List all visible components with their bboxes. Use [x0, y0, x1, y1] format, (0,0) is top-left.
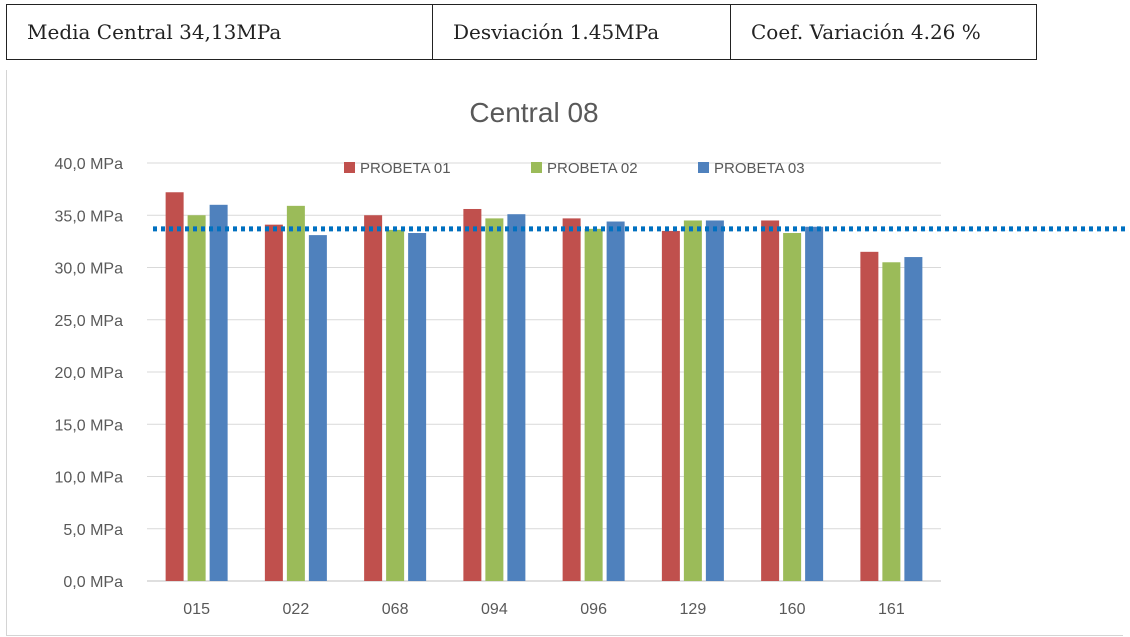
y-tick-label: 35,0 MPa — [55, 208, 124, 225]
bar — [860, 251, 879, 581]
y-tick-label: 5,0 MPa — [63, 522, 123, 539]
bar — [308, 235, 327, 582]
bar — [761, 220, 780, 581]
x-tick-label: 129 — [680, 601, 707, 618]
bar — [683, 220, 702, 581]
bar — [805, 226, 824, 581]
bar — [463, 208, 482, 582]
bar — [264, 224, 283, 581]
mean-cell: Media Central 34,13MPa — [6, 4, 433, 60]
y-tick-label: 40,0 MPa — [55, 156, 124, 173]
bar — [386, 229, 405, 581]
stats-row: Media Central 34,13MPa Desviación 1.45MP… — [6, 4, 1037, 60]
bar — [562, 218, 581, 581]
legend-label: PROBETA 03 — [714, 160, 805, 177]
bar — [783, 233, 802, 581]
y-tick-label: 10,0 MPa — [55, 470, 124, 487]
y-tick-label: 25,0 MPa — [55, 313, 124, 330]
x-tick-label: 161 — [878, 601, 905, 618]
y-tick-label: 0,0 MPa — [63, 574, 123, 591]
bar — [584, 228, 603, 581]
bar — [904, 257, 923, 581]
bar-chart: Central 08 0,0 MPa 5,0 MPa 10,0 MPa 15,0 MPa… — [55, 97, 1127, 618]
cv-cell: Coef. Variación 4.26 % — [730, 4, 1037, 60]
bar — [507, 214, 526, 581]
bar — [882, 262, 901, 581]
bar — [661, 230, 680, 582]
y-tick-label: 30,0 MPa — [55, 261, 124, 278]
y-tick-label: 20,0 MPa — [55, 365, 124, 382]
bar — [165, 192, 184, 581]
bar — [286, 205, 305, 581]
x-tick-label: 022 — [283, 601, 310, 618]
bar — [705, 220, 724, 581]
legend-swatch — [531, 162, 542, 173]
x-tick-label: 094 — [481, 601, 508, 618]
bar — [364, 215, 383, 581]
deviation-cell: Desviación 1.45MPa — [432, 4, 731, 60]
x-tick-label: 096 — [580, 601, 607, 618]
bar — [209, 204, 228, 582]
chart-title: Central 08 — [469, 97, 598, 128]
stats-table: Media Central 34,13MPa Desviación 1.45MP… — [6, 4, 1037, 60]
bar — [408, 233, 427, 581]
y-tick-label: 15,0 MPa — [55, 417, 124, 434]
legend-label: PROBETA 01 — [360, 160, 451, 177]
x-tick-label: 160 — [779, 601, 806, 618]
legend-swatch — [344, 162, 355, 173]
x-tick-label: 068 — [382, 601, 409, 618]
legend-swatch — [698, 162, 709, 173]
bar — [485, 218, 504, 581]
chart-frame: Central 08 0,0 MPa 5,0 MPa 10,0 MPa 15,0 MPa… — [6, 70, 1127, 636]
bar — [606, 221, 625, 581]
x-tick-label: 015 — [183, 601, 210, 618]
legend-label: PROBETA 02 — [547, 160, 638, 177]
bar — [187, 215, 206, 581]
